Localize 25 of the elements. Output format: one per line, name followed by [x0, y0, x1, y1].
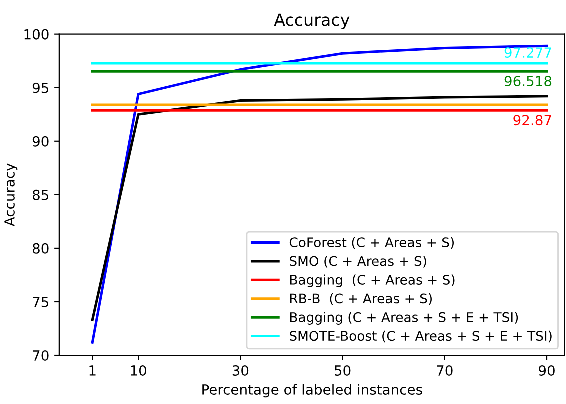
y-axis-title: Accuracy [4, 164, 18, 227]
legend-label: CoForest (C + Areas + S) [290, 237, 454, 250]
x-tick-label: 70 [437, 365, 453, 376]
annotation: 92.87 [514, 115, 552, 126]
legend-label: Bagging (C + Areas + S + E + TSI) [290, 312, 518, 325]
y-tick-label: 100 [24, 29, 49, 40]
chart-title: Accuracy [274, 14, 350, 30]
y-tick-label: 70 [33, 350, 49, 361]
y-tick-label: 85 [32, 190, 48, 200]
y-tick-label: 75 [33, 297, 48, 308]
x-tick-label: 90 [539, 365, 555, 376]
legend-label: SMO (C + Areas + S) [290, 256, 426, 268]
y-tick-label: 90 [32, 136, 49, 147]
legend-label: RB-B (C + Areas + S) [290, 293, 432, 306]
x-axis-title: Percentage of labeled instances [202, 384, 422, 398]
legend-label: SMOTE-Boost (C + Areas + S + E + TSI) [290, 330, 552, 343]
x-tick-label: 1 [90, 366, 96, 376]
y-tick-label: 80 [32, 243, 49, 254]
x-tick-label: 10 [131, 365, 146, 376]
annotation: 97.277 [504, 48, 552, 58]
legend-label: Bagging (C + Areas + S) [290, 274, 455, 288]
annotation: 96.518 [504, 76, 552, 87]
x-tick-label: 30 [232, 365, 249, 376]
x-tick-label: 50 [335, 365, 351, 376]
y-tick-label: 95 [32, 82, 48, 94]
